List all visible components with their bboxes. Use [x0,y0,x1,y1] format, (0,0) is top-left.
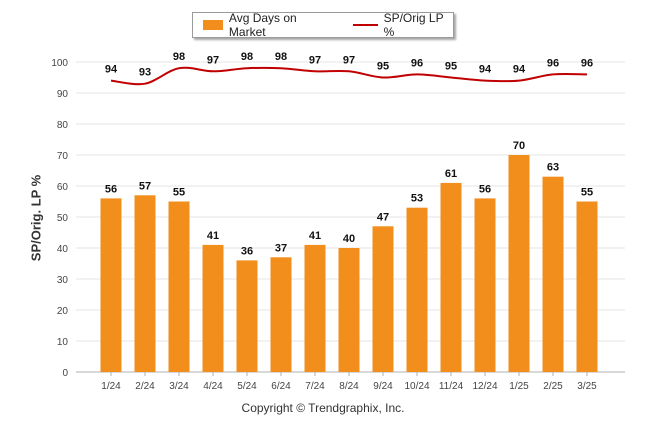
bar [508,155,530,372]
y-tick-label: 30 [57,275,69,286]
copyright-footer: Copyright © Trendgraphix, Inc. [241,401,405,415]
y-tick-label: 50 [57,213,69,224]
bar [576,201,598,372]
line-value-label: 95 [445,61,457,73]
legend-line-label: SP/Orig LP % [383,11,444,39]
bar-value-label: 37 [275,242,287,254]
x-tick-label: 7/24 [305,381,325,392]
line-value-label: 93 [139,67,151,79]
bar-value-label: 55 [173,187,185,199]
line-value-label: 94 [513,64,526,76]
legend-bar-label: Avg Days on Market [228,11,297,39]
line-value-label: 94 [105,64,118,76]
x-tick-label: 5/24 [237,381,257,392]
bar-value-label: 56 [479,183,491,195]
legend-item-bar[interactable]: Avg Days on Market [193,11,331,39]
y-tick-label: 0 [62,368,68,379]
line-value-label: 94 [479,64,492,76]
bar-value-label: 36 [241,245,253,257]
y-tick-label: 40 [57,244,69,255]
x-tick-label: 8/24 [339,381,359,392]
y-tick-label: 20 [57,306,69,317]
x-tick-label: 6/24 [271,381,291,392]
x-tick-label: 3/24 [169,381,189,392]
line-value-label: 98 [275,51,287,63]
bar-value-label: 47 [377,211,389,223]
x-tick-label: 1/25 [509,381,529,392]
x-tick-label: 2/24 [135,381,155,392]
bar-value-label: 55 [581,187,593,199]
line-value-label: 98 [173,51,185,63]
legend-bar-swatch [203,20,223,30]
x-tick-label: 12/24 [472,381,497,392]
bar-value-label: 41 [207,230,219,242]
bar [168,201,190,372]
bar [372,226,394,372]
y-tick-label: 100 [51,58,68,69]
line-value-label: 96 [581,57,593,69]
bar [304,244,326,372]
x-tick-label: 2/25 [543,381,563,392]
x-tick-label: 3/25 [577,381,597,392]
y-tick-label: 60 [57,182,69,193]
line-value-label: 95 [377,61,389,73]
legend: Avg Days on Market SP/Orig LP % [192,11,454,39]
bar [474,198,496,372]
x-tick-label: 1/24 [101,381,121,392]
line-value-label: 97 [343,54,355,66]
line-value-label: 96 [411,57,423,69]
bar-value-label: 57 [139,180,151,192]
y-tick-label: 90 [57,89,69,100]
bar-value-label: 61 [445,168,457,180]
bar [440,182,462,372]
bar [338,248,360,372]
bar-value-label: 70 [513,140,525,152]
bar-value-label: 53 [411,193,423,205]
sp-orig-lp-line [110,66,588,86]
x-tick-label: 11/24 [439,381,464,392]
bar [542,176,564,372]
bar [236,260,258,372]
bar [270,257,292,372]
legend-line-swatch [353,24,378,26]
line-value-label: 96 [547,57,559,69]
line-value-label: 97 [207,54,219,66]
bar-value-label: 41 [309,230,321,242]
legend-item-line[interactable]: SP/Orig LP % [331,11,453,39]
y-tick-label: 70 [57,151,69,162]
bar [100,198,122,372]
bar [202,244,224,372]
bar [406,207,428,372]
bar [134,195,156,372]
bar-value-label: 63 [547,162,559,174]
x-tick-label: 9/24 [373,381,393,392]
y-tick-label: 80 [57,120,69,131]
line-value-label: 97 [309,54,321,66]
bar-value-label: 40 [343,233,355,245]
x-tick-label: 4/24 [203,381,223,392]
x-tick-label: 10/24 [404,381,429,392]
line-value-label: 98 [241,51,253,63]
bar-value-label: 56 [105,183,117,195]
y-tick-label: 10 [57,337,69,348]
